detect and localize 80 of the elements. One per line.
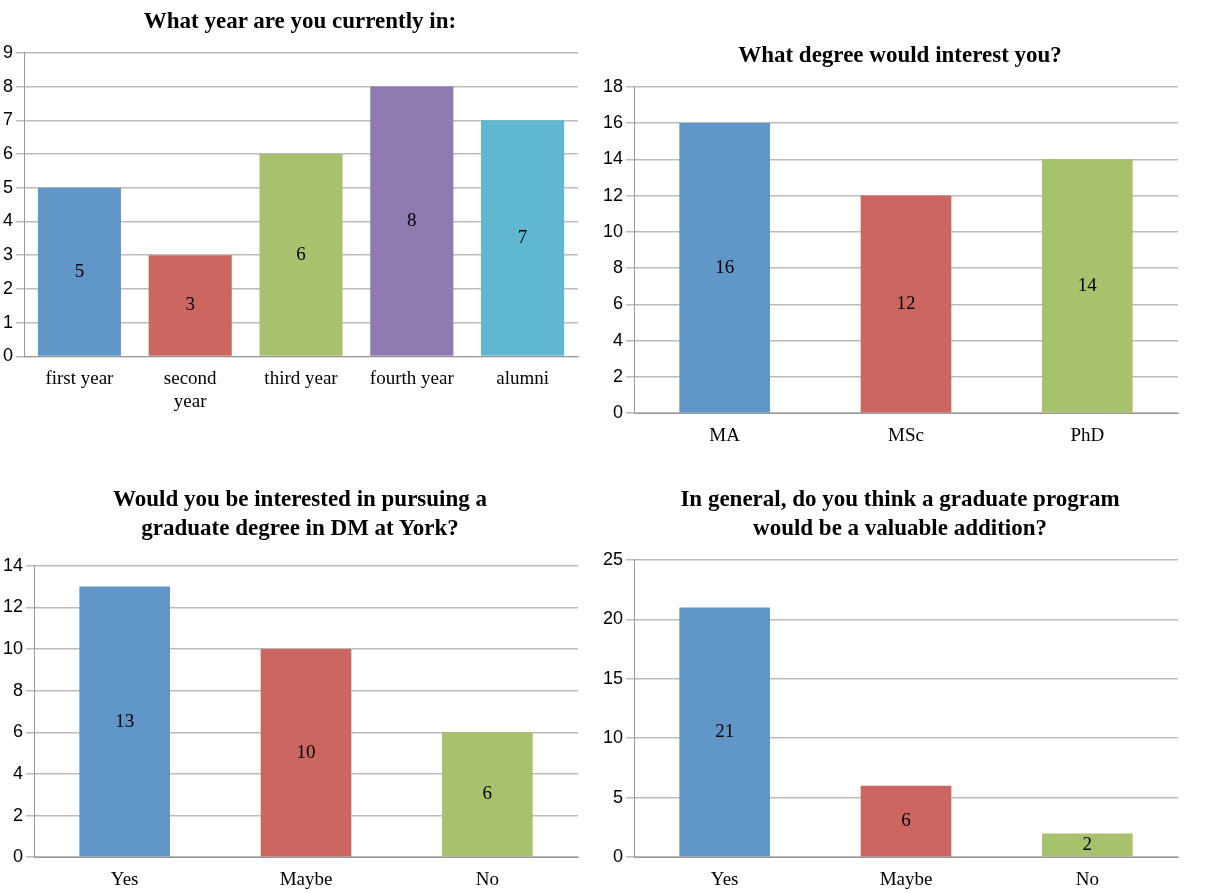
x-tick-label: fourth year [369, 366, 455, 388]
data-label: 12 [896, 292, 916, 314]
y-tick-label: 0 [13, 846, 24, 867]
y-tick-label: 8 [13, 679, 24, 700]
bar [860, 785, 952, 857]
data-label: 21 [715, 719, 735, 741]
y-tick-label: 14 [602, 148, 624, 169]
y-tick-label: 3 [3, 244, 14, 265]
x-tick-label: second year [163, 366, 218, 411]
data-label: 14 [1077, 273, 1098, 295]
x-tick-label: No [475, 867, 499, 889]
data-label: 7 [517, 225, 528, 247]
y-tick-label: 20 [602, 608, 624, 629]
x-tick-label: Yes [110, 867, 139, 889]
chart-title: In general, do you think a graduate program would be a valuable addition? [679, 485, 1121, 542]
data-label: 10 [296, 740, 316, 762]
x-tick-label: PhD [1070, 423, 1105, 445]
data-label: 5 [74, 259, 85, 281]
x-tick-label: Maybe [879, 867, 933, 889]
y-tick-label: 9 [3, 41, 14, 62]
y-tick-label: 8 [613, 257, 624, 278]
data-label: 6 [296, 242, 306, 264]
y-tick-label: 16 [602, 112, 624, 133]
y-tick-label: 10 [602, 727, 624, 748]
bar [79, 586, 171, 857]
data-label: 16 [715, 255, 735, 277]
x-tick-label: first year [45, 366, 115, 388]
x-tick-label: third year [264, 366, 339, 388]
chart-title: Would you be interested in pursuing a graduate degree in DM at York? [111, 485, 489, 542]
y-tick-label: 10 [602, 220, 624, 241]
y-tick-label: 4 [13, 762, 24, 783]
data-label: 3 [185, 293, 195, 315]
y-tick-label: 2 [613, 365, 624, 386]
x-tick-label: MA [709, 423, 741, 445]
data-label: 2 [1082, 832, 1093, 854]
y-tick-label: 25 [602, 548, 624, 569]
y-tick-label: 15 [602, 667, 624, 688]
bar [442, 732, 533, 857]
y-tick-label: 0 [613, 402, 624, 423]
y-tick-label: 2 [13, 804, 24, 825]
x-tick-label: No [1075, 867, 1099, 889]
y-tick-label: 12 [602, 184, 624, 205]
y-tick-label: 0 [613, 846, 624, 867]
x-tick-label: MSc [888, 423, 924, 445]
y-tick-label: 12 [2, 596, 24, 617]
data-label: 6 [901, 809, 911, 831]
x-tick-label: alumni [496, 366, 549, 388]
y-tick-label: 6 [13, 721, 24, 742]
bar [370, 86, 454, 356]
y-tick-label: 5 [613, 786, 624, 807]
y-tick-label: 6 [3, 142, 14, 163]
data-label: 6 [482, 782, 493, 804]
y-tick-label: 1 [3, 311, 14, 332]
y-tick-label: 5 [3, 176, 14, 197]
y-tick-label: 14 [2, 554, 24, 575]
bar [37, 187, 121, 356]
y-tick-label: 4 [3, 210, 14, 231]
y-tick-label: 8 [3, 75, 14, 96]
bar [148, 255, 232, 356]
bar [860, 195, 952, 413]
x-tick-label: Maybe [279, 867, 333, 889]
bar [259, 154, 343, 356]
bar [679, 607, 771, 857]
chart-title: What degree would interest you? [737, 41, 1063, 69]
data-label: 8 [407, 209, 417, 231]
y-tick-label: 2 [3, 277, 14, 298]
y-tick-label: 4 [613, 329, 624, 350]
x-tick-label: Yes [710, 867, 739, 889]
y-tick-label: 7 [3, 109, 14, 130]
bar [1042, 833, 1133, 857]
bar [260, 649, 352, 857]
y-tick-label: 10 [2, 638, 24, 659]
y-tick-label: 18 [602, 75, 624, 96]
chart-title: What year are you currently in: [142, 7, 458, 35]
bar [481, 120, 565, 356]
y-tick-label: 0 [3, 345, 14, 366]
bar [1042, 159, 1133, 413]
data-label: 13 [115, 709, 135, 731]
bar [679, 123, 771, 413]
y-tick-label: 6 [613, 293, 624, 314]
